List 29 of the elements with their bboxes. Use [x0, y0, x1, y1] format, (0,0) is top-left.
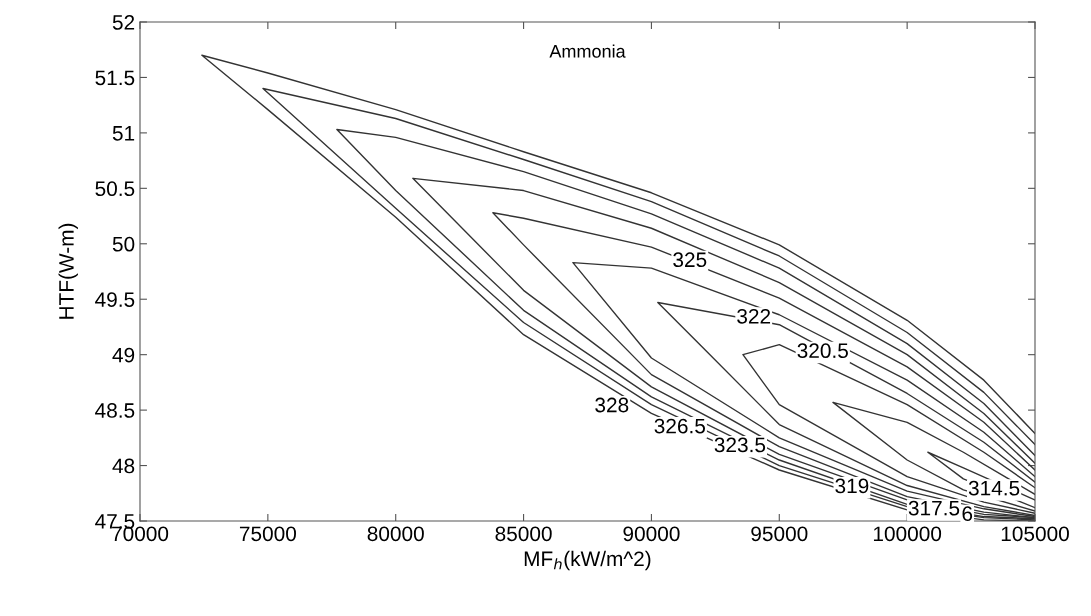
y-tick-label: 51	[112, 126, 135, 141]
annotation: 322	[737, 308, 771, 324]
x-tick-label: 75000	[239, 526, 297, 542]
annotation: 323.5	[714, 437, 766, 453]
annotation: 326.5	[654, 418, 706, 434]
annotation: 325	[673, 252, 707, 268]
x-tick-label: 85000	[495, 526, 552, 542]
annotation: Ammonia	[549, 44, 626, 58]
annotation: 314.5	[968, 480, 1020, 496]
y-tick-label: 49.5	[95, 292, 135, 307]
y-tick-label: 52	[112, 15, 135, 30]
x-tick-label: 95000	[751, 526, 808, 542]
annotation: 320.5	[797, 343, 848, 359]
x-tick-label: 90000	[623, 526, 680, 542]
y-axis-title: HTF(W-m)	[58, 223, 78, 319]
annotation: 319	[835, 478, 869, 494]
x-tick-label: 100000	[873, 526, 942, 542]
x-tick-label: 80000	[367, 526, 424, 542]
annotation: 6	[962, 506, 973, 522]
y-tick-label: 50	[112, 236, 135, 252]
x-axis-title: MF$_{h}$(kW/m^2)	[524, 550, 651, 571]
y-tick-label: 48	[112, 458, 135, 474]
annotation: 317.5	[908, 500, 960, 516]
y-tick-label: 48.5	[95, 403, 135, 418]
annotation: 328	[595, 397, 629, 413]
y-tick-label: 50.5	[95, 181, 135, 197]
y-tick-label: 51.5	[95, 70, 135, 86]
y-tick-label: 49	[112, 347, 135, 363]
x-tick-label: 105000	[1001, 526, 1069, 542]
